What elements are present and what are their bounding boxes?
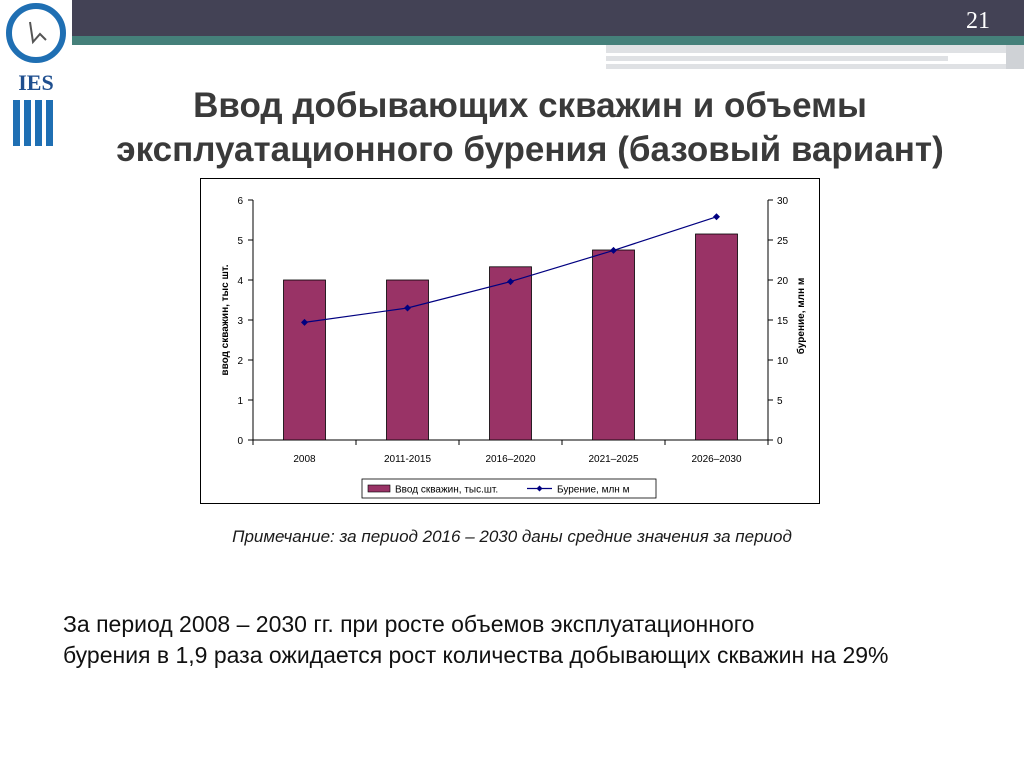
header-decor-line xyxy=(606,56,948,61)
header-decor-block xyxy=(1006,45,1024,69)
header-decor-line xyxy=(606,45,1006,53)
y-tick-label-left: 2 xyxy=(237,356,243,367)
x-tick-label: 2008 xyxy=(293,454,316,465)
legend-label-bar: Ввод скважин, тыс.шт. xyxy=(395,485,498,496)
y-tick-label-left: 3 xyxy=(237,316,243,327)
slide-title: Ввод добывающих скважин и объемы эксплуа… xyxy=(100,84,960,172)
summary-text: За период 2008 – 2030 гг. при росте объе… xyxy=(63,609,1003,671)
summary-line-2: бурения в 1,9 раза ожидается рост количе… xyxy=(63,642,889,668)
header-decor-line xyxy=(606,64,1006,69)
summary-line-1: За период 2008 – 2030 гг. при росте объе… xyxy=(63,611,755,637)
point-burenie xyxy=(507,278,514,286)
y-tick-label-left: 6 xyxy=(237,196,243,207)
y-tick-label-right: 30 xyxy=(777,196,789,207)
point-burenie xyxy=(301,318,308,326)
ies-logo-text: IES xyxy=(18,70,53,95)
bar-vvod-skvazhin xyxy=(592,249,635,441)
slide-number: 21 xyxy=(966,8,990,34)
x-tick-label: 2021–2025 xyxy=(588,454,638,465)
legend-box xyxy=(361,478,657,499)
y-tick-label-right: 10 xyxy=(777,356,789,367)
y-tick-label-right: 0 xyxy=(777,436,783,447)
bar-vvod-skvazhin xyxy=(489,266,532,441)
x-tick-label: 2026–2030 xyxy=(691,454,741,465)
title-line-2: эксплуатационного бурения (базовый вариа… xyxy=(116,130,944,169)
svg-text:IES: IES xyxy=(18,70,53,95)
legend-swatch-bar xyxy=(367,484,391,493)
bar-vvod-skvazhin xyxy=(283,279,326,441)
chart-note: Примечание: за период 2016 – 2030 даны с… xyxy=(232,527,792,546)
header-accent-stripe xyxy=(68,36,1024,45)
y-tick-label-right: 20 xyxy=(777,276,789,287)
y-tick-label-right: 5 xyxy=(777,396,783,407)
y-tick-label-left: 4 xyxy=(237,276,243,287)
point-burenie xyxy=(610,246,617,254)
title-line-1: Ввод добывающих скважин и объемы xyxy=(193,86,867,125)
legend-label-line: Бурение, млн м xyxy=(557,485,630,496)
x-tick-label: 2016–2020 xyxy=(485,454,535,465)
ies-logo: IES xyxy=(0,0,72,146)
combo-chart: 0 1 2 3 4 5 6 0 5 10 15 20 25 30 2008 2011-2015 2016–202… xyxy=(220,196,807,499)
y-axis-title-left: ввод скважин, тыс шт. xyxy=(220,264,231,375)
point-burenie xyxy=(713,213,720,221)
bar-vvod-skvazhin xyxy=(695,233,738,441)
legend-marker-line xyxy=(536,485,543,492)
y-tick-label-left: 1 xyxy=(237,396,243,407)
x-tick-label: 2011-2015 xyxy=(384,454,432,465)
y-axis-title-right: бурение, млн м xyxy=(795,278,807,354)
y-tick-label-left: 0 xyxy=(237,436,243,447)
y-tick-label-right: 15 xyxy=(777,316,789,327)
y-tick-label-right: 25 xyxy=(777,236,789,247)
y-tick-label-left: 5 xyxy=(237,236,243,247)
header-bar xyxy=(68,0,1024,36)
point-burenie xyxy=(404,304,411,312)
